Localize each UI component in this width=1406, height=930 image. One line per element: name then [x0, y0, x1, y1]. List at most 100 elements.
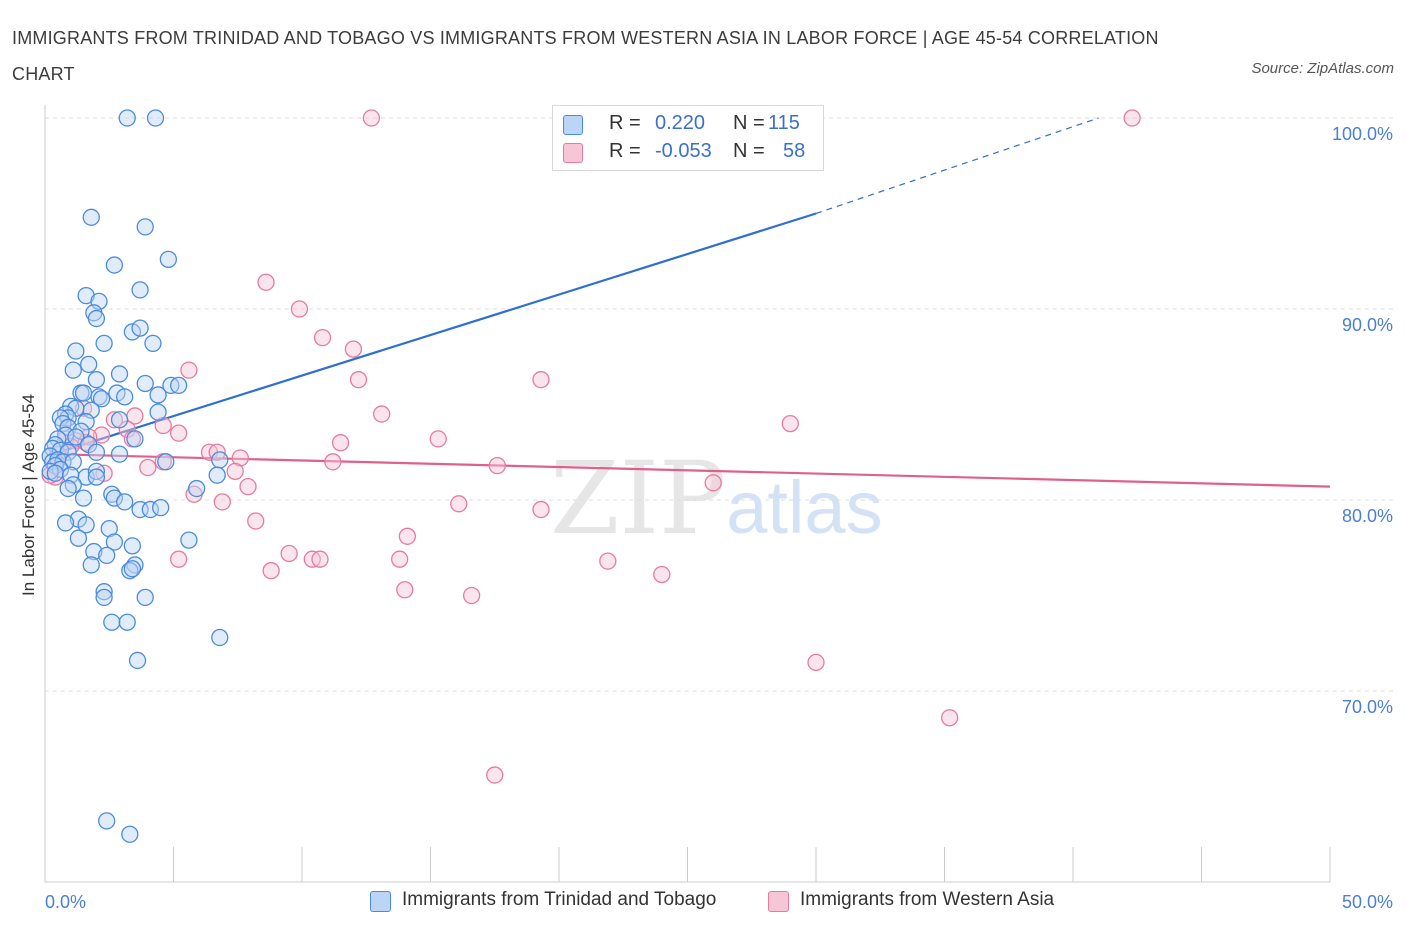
legend-swatch-blue: [563, 115, 583, 135]
point-trinidad: [211, 451, 229, 469]
watermark-atlas: atlas: [726, 466, 883, 549]
point-trinidad: [87, 309, 106, 328]
point-trinidad: [123, 537, 142, 555]
point-western-asia: [290, 300, 309, 318]
point-trinidad: [98, 812, 116, 830]
point-trinidad: [98, 546, 116, 565]
trend-lines: [52, 117, 1331, 488]
point-trinidad: [136, 218, 154, 236]
point-trinidad: [118, 109, 136, 127]
point-western-asia: [488, 456, 506, 475]
r-value: -0.053: [655, 140, 712, 162]
point-western-asia: [169, 550, 188, 568]
point-western-asia: [362, 109, 381, 127]
y-axis-label: In Labor Force | Age 45-54: [19, 394, 38, 596]
point-trinidad: [151, 498, 170, 517]
y-tick-label: 90.0%: [1342, 315, 1393, 335]
n-label: N =: [733, 112, 765, 134]
x-tick-label-min: 0.0%: [45, 892, 86, 912]
point-western-asia: [139, 458, 157, 477]
point-trinidad: [77, 516, 95, 534]
point-trinidad: [87, 371, 106, 389]
point-trinidad: [116, 388, 134, 406]
point-western-asia: [391, 550, 409, 568]
point-western-asia: [704, 474, 722, 492]
point-trinidad: [169, 376, 188, 395]
r-label: R =: [609, 112, 641, 134]
chart-title: IMMIGRANTS FROM TRINIDAD AND TOBAGO VS I…: [12, 28, 1159, 84]
point-trinidad: [69, 529, 88, 547]
point-western-asia: [92, 426, 111, 444]
series-swatch-pink: [768, 891, 789, 912]
series-name: Immigrants from Western Asia: [800, 889, 1055, 910]
point-trinidad: [105, 533, 124, 551]
point-trinidad: [110, 445, 129, 463]
data-points: [41, 109, 1141, 843]
point-trinidad: [123, 560, 142, 578]
n-value: 58: [783, 140, 806, 162]
point-trinidad: [149, 403, 167, 421]
series-swatch-blue: [370, 891, 391, 912]
legend-swatch-pink: [563, 143, 583, 163]
point-western-asia: [349, 371, 368, 389]
point-western-asia: [653, 565, 671, 584]
point-trinidad: [146, 109, 165, 127]
point-trinidad: [64, 361, 82, 379]
point-trinidad: [95, 588, 113, 607]
y-tick-label: 70.0%: [1342, 697, 1393, 717]
n-value: 115: [768, 112, 800, 134]
point-western-asia: [1123, 109, 1141, 127]
r-label: R =: [609, 140, 641, 162]
point-trinidad: [187, 479, 206, 498]
series-name: Immigrants from Trinidad and Tobago: [402, 889, 717, 910]
point-trinidad: [159, 250, 178, 268]
point-western-asia: [807, 653, 825, 671]
point-trinidad: [87, 462, 106, 481]
n-label: N =: [733, 140, 765, 162]
point-western-asia: [247, 512, 265, 530]
watermark-zip: ZIP: [550, 440, 727, 557]
point-trinidad: [82, 208, 100, 226]
point-western-asia: [398, 527, 417, 545]
point-trinidad: [59, 479, 77, 498]
point-trinidad: [74, 489, 93, 507]
point-trinidad: [110, 411, 129, 429]
point-western-asia: [226, 462, 244, 481]
point-trinidad: [67, 342, 85, 360]
point-western-asia: [105, 411, 124, 429]
point-western-asia: [532, 500, 550, 519]
point-trinidad: [74, 384, 93, 402]
point-western-asia: [169, 424, 188, 442]
point-western-asia: [311, 550, 329, 568]
point-trinidad: [85, 542, 103, 561]
point-trinidad: [211, 628, 229, 647]
point-western-asia: [239, 477, 257, 496]
point-trinidad: [95, 583, 113, 601]
point-trinidad: [67, 428, 85, 446]
point-trinidad: [126, 430, 144, 448]
y-tick-label: 100.0%: [1332, 124, 1393, 144]
point-western-asia: [781, 414, 799, 433]
point-western-asia: [213, 493, 231, 511]
point-trinidad: [180, 531, 198, 549]
point-trinidad: [105, 489, 124, 507]
y-tick-label: 80.0%: [1342, 506, 1393, 526]
point-western-asia: [940, 709, 959, 727]
point-trinidad: [121, 825, 139, 843]
point-trinidad: [116, 493, 134, 511]
point-trinidad: [77, 413, 95, 431]
grid: [45, 117, 1395, 692]
point-trinidad: [131, 281, 149, 299]
point-western-asia: [180, 361, 198, 379]
watermark: ZIPatlas: [550, 440, 883, 557]
trend-line-trinidad-extension: [815, 117, 1099, 215]
point-trinidad: [136, 588, 154, 607]
point-western-asia: [532, 371, 550, 389]
point-trinidad: [87, 443, 106, 461]
y-tick-labels: 70.0% 80.0% 90.0% 100.0%: [1332, 124, 1393, 717]
source-label: Source: ZipAtlas.com: [1251, 60, 1394, 77]
x-tick-label-max: 50.0%: [1342, 892, 1393, 912]
point-western-asia: [486, 766, 504, 784]
point-trinidad: [144, 334, 162, 353]
point-western-asia: [262, 562, 280, 580]
